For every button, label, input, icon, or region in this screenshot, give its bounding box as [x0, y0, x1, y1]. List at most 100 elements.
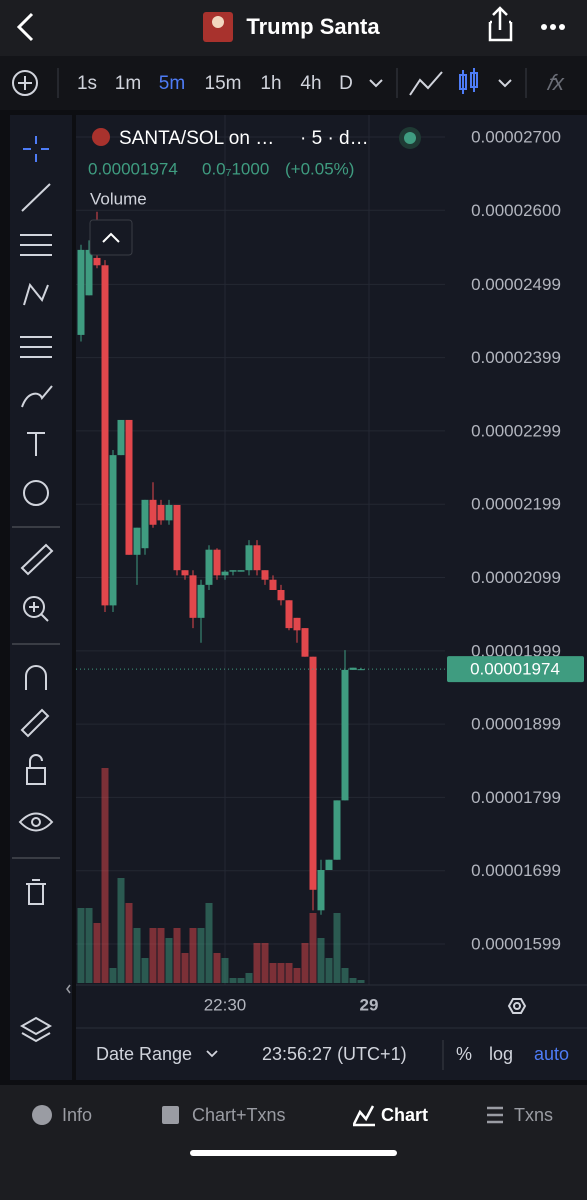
volume-bar — [213, 953, 221, 983]
candle-chart-button[interactable] — [459, 68, 478, 94]
interval-menu[interactable] — [369, 79, 383, 88]
legend-change-pct: (+0.05%) — [285, 159, 354, 178]
interval[interactable]: 1h — [260, 73, 281, 94]
lock-drawing-tool[interactable] — [20, 708, 50, 738]
status-dot — [404, 132, 416, 144]
back-button[interactable] — [16, 12, 34, 42]
chart-panel — [76, 115, 587, 1080]
volume-bar — [301, 943, 309, 983]
candle-body — [221, 571, 229, 576]
toolbar-bg — [0, 56, 587, 110]
candle-body — [301, 628, 309, 657]
y-tick-label: 0.00002199 — [471, 495, 561, 514]
volume-bar — [357, 980, 365, 983]
volume-bar — [317, 938, 325, 983]
last-price-label: 0.00001974 — [470, 660, 560, 679]
plot: 0.00002700 0.00002600 0.00002499 0.00002399… — [76, 115, 584, 1014]
tab[interactable]: Chart+Txns — [192, 1105, 286, 1125]
y-tick-label: 0.00001799 — [471, 788, 561, 807]
brush-tool[interactable] — [21, 385, 53, 408]
interval[interactable]: D — [339, 73, 353, 94]
candle-body — [261, 570, 269, 580]
trend-line-tool[interactable] — [21, 183, 51, 212]
tab[interactable]: Info — [62, 1105, 92, 1125]
text-tool[interactable] — [27, 432, 45, 456]
legend-change: 0.0₇1000 — [202, 159, 269, 178]
collapse-legend[interactable] — [89, 219, 133, 256]
magnet-tool[interactable] — [25, 665, 47, 690]
volume-bar — [325, 958, 333, 983]
visibility-tool[interactable] — [18, 812, 54, 832]
volume-bar — [229, 978, 237, 983]
percent-toggle[interactable]: % — [456, 1044, 472, 1064]
candle-body — [237, 570, 245, 572]
settings-button[interactable] — [507, 998, 527, 1014]
volume-bar — [77, 908, 85, 983]
crosshair-tool[interactable] — [23, 136, 49, 162]
tab[interactable]: Txns — [514, 1105, 553, 1125]
candle-body — [205, 549, 213, 585]
candle-body — [117, 419, 125, 456]
interval[interactable]: 15m — [205, 73, 242, 94]
volume-bar — [125, 903, 133, 983]
candle-body — [245, 545, 253, 571]
volume-bar — [237, 978, 245, 983]
x-tick-label: 22:30 — [204, 995, 247, 1014]
interval[interactable]: 1s — [77, 73, 97, 94]
volume-bar — [277, 963, 285, 983]
interval[interactable]: 4h — [300, 73, 321, 94]
candle-body — [109, 455, 117, 606]
candle-body — [293, 617, 301, 631]
candle-body — [253, 545, 261, 571]
pair-avatar — [92, 128, 110, 146]
tool-icons — [12, 136, 60, 1043]
projection-tool[interactable] — [20, 336, 52, 358]
volume-bar — [157, 928, 165, 983]
y-tick-label: 0.00001999 — [471, 641, 561, 660]
measure-tool[interactable] — [20, 543, 54, 576]
volume-bar — [109, 968, 117, 983]
more-button[interactable] — [541, 24, 565, 30]
tab[interactable]: Chart — [381, 1105, 428, 1125]
pattern-tool[interactable] — [23, 282, 49, 306]
fib-tool[interactable] — [20, 234, 52, 256]
candle-body — [133, 527, 141, 555]
candle-body — [157, 504, 165, 521]
zoom-tool[interactable] — [23, 596, 45, 618]
candle-body — [333, 800, 341, 860]
interval[interactable]: 5m — [159, 73, 185, 94]
volume-bar — [245, 973, 253, 983]
volume-label: Volume — [90, 189, 147, 208]
x-tick-label: 29 — [360, 995, 379, 1014]
layers-tool[interactable] — [19, 1016, 53, 1043]
volume-bar — [341, 968, 349, 983]
log-toggle[interactable]: log — [489, 1044, 513, 1064]
legend-price: 0.00001974 — [88, 159, 178, 178]
home-indicator — [190, 1150, 397, 1156]
pair-meta: · 5 · d… — [300, 128, 369, 149]
add-symbol[interactable] — [12, 70, 38, 96]
delete-tool[interactable] — [26, 879, 46, 905]
share-button[interactable] — [488, 6, 513, 42]
indicators-button[interactable]: 𝑓x — [546, 70, 565, 95]
candle-body — [149, 499, 157, 525]
volume-bar — [293, 968, 301, 983]
candle-body — [285, 600, 293, 629]
interval[interactable]: 1m — [115, 73, 141, 94]
pair-name: SANTA/SOL on … — [119, 128, 274, 149]
volume-bar — [117, 878, 125, 983]
lock-tool[interactable] — [26, 767, 46, 785]
candle-body — [317, 870, 325, 911]
auto-toggle[interactable]: auto — [534, 1044, 569, 1064]
chart-type-menu[interactable] — [498, 79, 512, 88]
collapse-tools[interactable] — [66, 984, 71, 994]
info-icon — [32, 1105, 52, 1125]
line-chart-button[interactable] — [409, 71, 443, 96]
volume-bar — [93, 923, 101, 983]
collapse-arrow — [102, 232, 120, 243]
avatar-face — [212, 16, 224, 28]
date-range[interactable]: Date Range — [96, 1044, 192, 1064]
emoji-tool[interactable] — [23, 480, 49, 506]
